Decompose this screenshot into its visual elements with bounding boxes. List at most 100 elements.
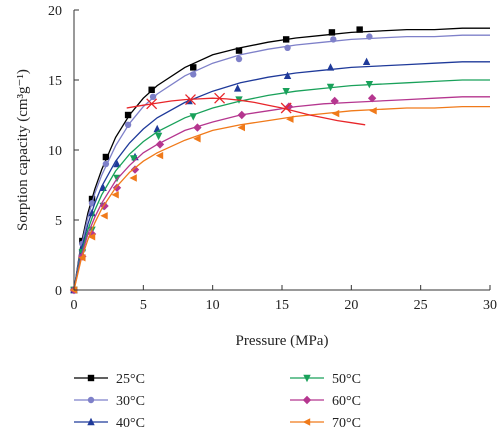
data-point-70c (87, 233, 96, 241)
y-tick-label: 20 (48, 4, 62, 19)
data-point-25c (124, 111, 132, 119)
data-point-40c (113, 159, 121, 168)
legend-marker (87, 396, 95, 404)
data-point-30c (284, 44, 291, 51)
data-point-25c (148, 86, 155, 93)
series-70c (69, 105, 490, 294)
series-50c (70, 79, 490, 295)
data-point-60c (237, 110, 246, 120)
y-axis-title: Sorption capacity (cm³g⁻¹) (15, 69, 31, 231)
data-point-30c (235, 55, 243, 63)
data-point-30c (366, 33, 373, 40)
x-tick-label: 20 (344, 298, 358, 313)
data-point-25c (328, 29, 336, 36)
y-tick-label: 5 (55, 214, 62, 229)
data-point-70c (78, 254, 86, 262)
data-point-70c (193, 135, 201, 143)
legend-label: 40°C (116, 416, 145, 431)
legend-label: 60°C (332, 394, 361, 409)
data-point-25c (282, 36, 290, 43)
x-tick-label: 25 (414, 298, 428, 313)
legend-item: 50°C (290, 372, 361, 387)
fit-line-30c (73, 34, 490, 291)
fit-line-40c (73, 61, 490, 291)
y-tick-label: 15 (48, 74, 62, 89)
legend-item: 30°C (74, 394, 145, 409)
data-point-25c (88, 195, 96, 203)
series-30c (70, 33, 490, 294)
data-point-70c (129, 174, 137, 182)
data-point-60c (87, 229, 97, 239)
data-point-60c (330, 96, 339, 106)
x-tick-label: 10 (206, 298, 220, 313)
data-point-30c (190, 71, 197, 78)
data-point-extra (280, 102, 292, 114)
data-point-70c (286, 115, 294, 123)
y-tick-label: 0 (55, 284, 62, 299)
x-tick-label: 15 (275, 298, 289, 313)
series-60c (69, 94, 490, 295)
fit-line-extra (126, 97, 366, 126)
legend-marker (302, 418, 311, 426)
data-point-60c (155, 140, 165, 149)
x-axis-title: Pressure (MPa) (236, 333, 329, 349)
data-point-30c (330, 36, 337, 43)
x-tick-label: 30 (483, 298, 497, 313)
data-point-50c (326, 83, 335, 92)
series-extra (126, 92, 366, 126)
data-point-40c (283, 71, 292, 79)
data-point-extra (146, 98, 158, 110)
data-point-40c (326, 63, 335, 71)
legend-item: 40°C (74, 416, 145, 431)
data-point-60c (130, 165, 140, 174)
data-point-30c (124, 121, 132, 128)
data-point-60c (100, 201, 109, 211)
fit-line-25c (73, 27, 490, 291)
data-point-60c (367, 94, 377, 103)
data-point-25c (356, 26, 363, 33)
fit-line-70c (73, 105, 490, 291)
data-point-25c (235, 47, 243, 54)
data-point-40c (362, 57, 371, 65)
ticks: 0 5 10 15 20 25 30 0 5 10 15 20 (48, 4, 497, 313)
legend-label: 50°C (332, 372, 361, 387)
data-point-70c (369, 107, 377, 115)
legend-item: 60°C (290, 394, 361, 409)
data-point-extra (185, 94, 196, 106)
fit-line-50c (73, 79, 490, 291)
legend-item: 25°C (74, 372, 145, 387)
data-point-50c (189, 113, 197, 121)
data-point-70c (155, 151, 164, 160)
x-tick-label: 0 (71, 298, 78, 313)
legend-label: 70°C (332, 416, 361, 431)
data-point-50c (154, 132, 163, 141)
legend-marker (87, 417, 95, 426)
data-point-70c (111, 191, 119, 199)
data-point-70c (331, 109, 340, 118)
data-point-60c (193, 123, 202, 132)
legend-marker (303, 374, 311, 383)
legend-label: 30°C (116, 394, 145, 409)
data-point-25c (102, 153, 110, 161)
data-point-50c (282, 88, 290, 96)
data-point-70c (237, 123, 245, 132)
axes (73, 10, 490, 291)
legend-marker (87, 374, 95, 382)
data-point-extra (214, 92, 226, 104)
data-point-40c (233, 84, 242, 92)
data-point-25c (190, 64, 197, 71)
legend: 25°C 30°C 40°C 50°C 60°C 70°C (74, 372, 361, 431)
x-tick-label: 5 (140, 298, 147, 313)
legend-item: 70°C (290, 416, 361, 431)
data-point-30c (149, 93, 157, 101)
data-point-30c (102, 160, 110, 168)
legend-marker (302, 395, 312, 405)
data-point-50c (365, 81, 374, 89)
legend-label: 25°C (116, 372, 145, 387)
data-point-50c (129, 155, 138, 163)
fit-line-60c (73, 96, 490, 291)
y-tick-label: 10 (48, 144, 62, 159)
data-point-70c (100, 212, 108, 220)
plot-area (69, 26, 490, 295)
